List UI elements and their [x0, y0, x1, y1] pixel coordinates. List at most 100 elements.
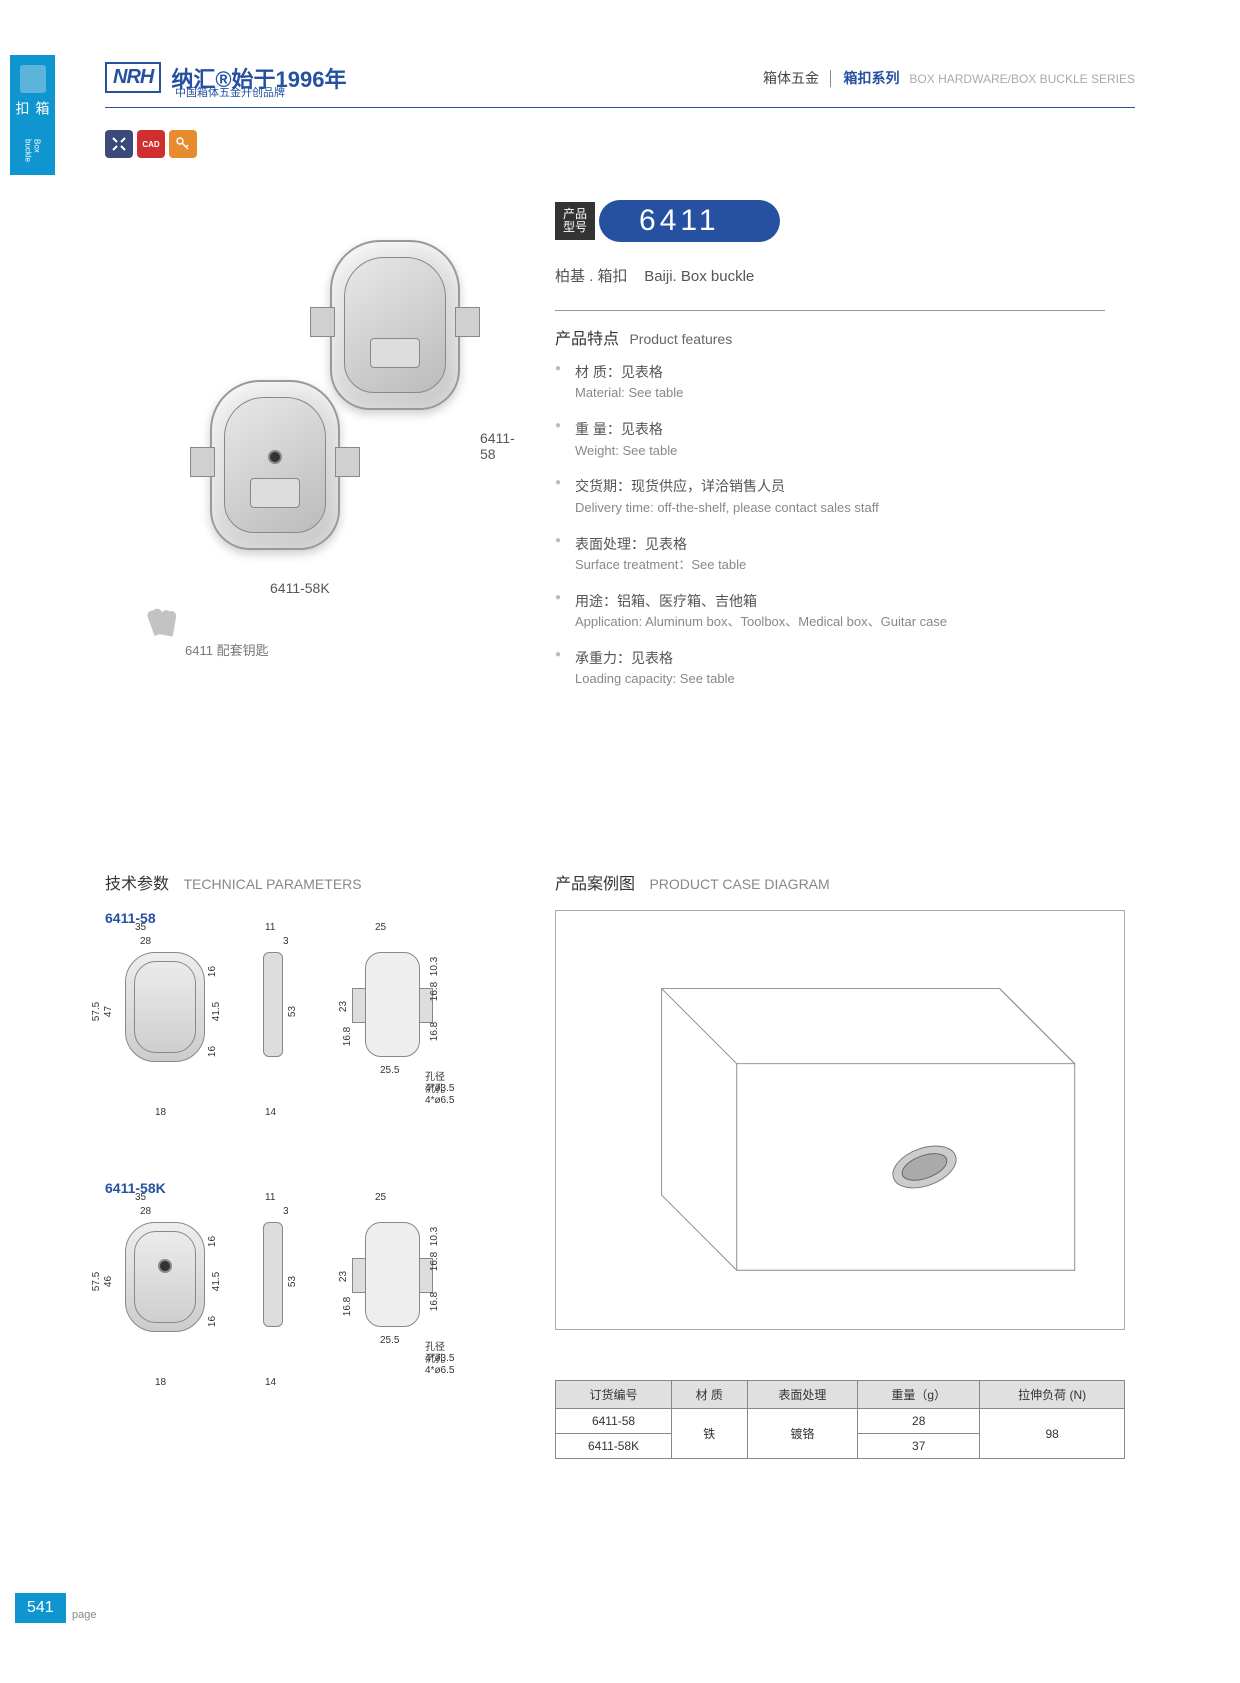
front-view: 35 28 57.5 46 41.5 16 16 18 [105, 1206, 225, 1386]
dim: 25.5 [380, 1335, 399, 1346]
dim: 35 [135, 1192, 146, 1203]
th: 材 质 [672, 1381, 747, 1409]
side-view: 11 3 53 14 [255, 1206, 305, 1386]
feature-cn: 用途：铝箱、医疗箱、吉他箱 [575, 590, 1105, 612]
table-row: 6411-58 铁 镀铬 28 98 [556, 1409, 1125, 1434]
th: 重量（g） [858, 1381, 980, 1409]
dim: 16.8 [429, 1292, 440, 1311]
case-diagram [555, 910, 1125, 1330]
th: 拉伸负荷 (N) [980, 1381, 1125, 1409]
side-tab-en: Box buckle [24, 139, 42, 175]
page-number: 541 [15, 1593, 66, 1623]
dim: 16 [207, 1236, 218, 1247]
hole-note-2: 沉孔 4*ø6.5 [425, 1350, 465, 1376]
dim: 14 [265, 1107, 276, 1118]
td: 98 [980, 1409, 1125, 1459]
dim: 16.8 [342, 1297, 353, 1316]
dim: 41.5 [211, 1272, 222, 1291]
feature-item: 重 量：见表格Weight: See table [555, 418, 1105, 461]
dim: 53 [287, 1276, 298, 1287]
key-badge-icon [169, 130, 197, 158]
feature-en: Surface treatment：See table [575, 555, 1105, 576]
code-label: 产品 型号 [555, 202, 595, 240]
dim: 35 [135, 922, 146, 933]
feature-item: 交货期：现货供应，详洽销售人员Delivery time: off-the-sh… [555, 475, 1105, 518]
dim: 11 [265, 1192, 275, 1203]
series-en: BOX HARDWARE/BOX BUCKLE SERIES [909, 72, 1135, 86]
dim: 57.5 [91, 1002, 102, 1021]
dim: 57.5 [91, 1272, 102, 1291]
dim: 41.5 [211, 1002, 222, 1021]
product-images: 6411-58 6411-58K 6411 配套钥匙 [130, 240, 530, 660]
dim: 28 [140, 936, 151, 947]
td: 铁 [672, 1409, 747, 1459]
front-view: 35 28 57.5 47 41.5 16 16 18 [105, 936, 225, 1116]
feature-item: 用途：铝箱、医疗箱、吉他箱Application: Aluminum box、T… [555, 590, 1105, 633]
side-view: 11 3 53 14 [255, 936, 305, 1116]
dim: 53 [287, 1006, 298, 1017]
dim: 16 [207, 1046, 218, 1057]
feature-en: Application: Aluminum box、Toolbox、Medica… [575, 612, 1105, 633]
spec-table: 订货编号 材 质 表面处理 重量（g） 拉伸负荷 (N) 6411-58 铁 镀… [555, 1380, 1125, 1459]
part-label-1: 6411-58 [105, 910, 485, 926]
image-label-2: 6411-58K [270, 580, 330, 596]
feature-cn: 重 量：见表格 [575, 418, 1105, 440]
dim: 25.5 [380, 1065, 399, 1076]
case-diagram-title: 产品案例图 PRODUCT CASE DIAGRAM [555, 870, 830, 894]
product-name-en: Baiji. Box buckle [644, 268, 754, 285]
product-name: 柏基 . 箱扣 Baiji. Box buckle [555, 265, 754, 286]
features-title-cn: 产品特点 [555, 331, 619, 348]
th: 订货编号 [556, 1381, 672, 1409]
dim: 28 [140, 1206, 151, 1217]
tech-en: TECHNICAL PARAMETERS [183, 876, 361, 892]
dim: 23 [338, 1001, 349, 1012]
tool-badge-icon [105, 130, 133, 158]
feature-cn: 交货期：现货供应，详洽销售人员 [575, 475, 1105, 497]
dim: 11 [265, 922, 275, 933]
box-buckle-icon [20, 65, 46, 93]
dim: 18 [155, 1377, 166, 1388]
drawing-block-1: 6411-58 35 28 57.5 47 41.5 16 16 18 11 3… [105, 910, 485, 1116]
tech-params-title: 技术参数 TECHNICAL PARAMETERS [105, 870, 362, 894]
feature-en: Material: See table [575, 383, 1105, 404]
product-code-row: 产品 型号 6411 [555, 200, 780, 242]
dim: 47 [103, 1006, 114, 1017]
dim: 10.3 [429, 1227, 440, 1246]
dim: 16 [207, 1316, 218, 1327]
case-en: PRODUCT CASE DIAGRAM [649, 876, 829, 892]
dim: 16.8 [429, 982, 440, 1001]
key-label: 6411 配套钥匙 [185, 640, 269, 659]
dim: 25 [375, 922, 386, 933]
product-code: 6411 [599, 200, 780, 242]
features-title: 产品特点 Product features [555, 325, 1105, 349]
side-tab-cn: 箱扣 [13, 101, 53, 135]
feature-en: Weight: See table [575, 441, 1105, 462]
brand-subtitle: 中国箱体五金开创品牌 [175, 84, 285, 100]
part-label-2: 6411-58K [105, 1180, 485, 1196]
table-header-row: 订货编号 材 质 表面处理 重量（g） 拉伸负荷 (N) [556, 1381, 1125, 1409]
iso-box-illustration [596, 951, 1084, 1289]
dim: 16.8 [429, 1252, 440, 1271]
th: 表面处理 [747, 1381, 858, 1409]
cad-badge-icon: CAD [137, 130, 165, 158]
dim: 25 [375, 1192, 386, 1203]
features-block: 产品特点 Product features 材 质：见表格Material: S… [555, 310, 1105, 704]
feature-cn: 承重力：见表格 [575, 647, 1105, 669]
drawing-block-2: 6411-58K 35 28 57.5 46 41.5 16 16 18 11 … [105, 1180, 485, 1386]
dim: 23 [338, 1271, 349, 1282]
page-header: NRH 纳汇®始于1996年 中国箱体五金开创品牌 箱体五金 │ 箱扣系列 BO… [105, 48, 1135, 108]
features-title-en: Product features [629, 331, 732, 347]
keys-icon [130, 600, 190, 660]
feature-cn: 材 质：见表格 [575, 361, 1105, 383]
feature-item: 材 质：见表格Material: See table [555, 361, 1105, 404]
lock-image-2 [210, 380, 340, 550]
dim: 10.3 [429, 957, 440, 976]
feature-item: 表面处理：见表格Surface treatment：See table [555, 533, 1105, 576]
feature-en: Delivery time: off-the-shelf, please con… [575, 498, 1105, 519]
dim: 14 [265, 1377, 276, 1388]
back-view: 25 10.3 16.8 16.8 23 16.8 25.5 孔径 4*ø3.5… [335, 936, 465, 1116]
dim: 18 [155, 1107, 166, 1118]
case-cn: 产品案例图 [555, 876, 635, 893]
dim: 16.8 [342, 1027, 353, 1046]
feature-item: 承重力：见表格Loading capacity: See table [555, 647, 1105, 690]
